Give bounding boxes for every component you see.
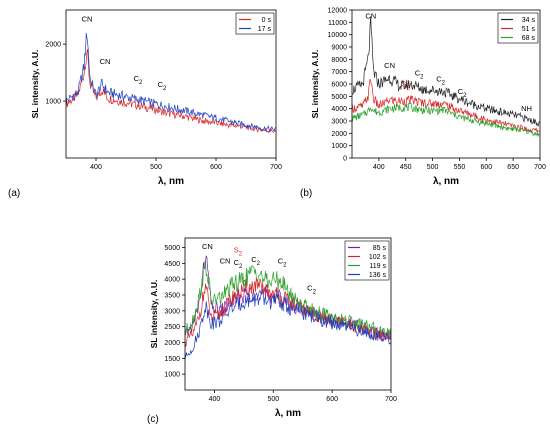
y-tick-label: 9000 [331,45,347,52]
x-tick-label: 600 [326,396,338,403]
series-line-136s [185,291,391,361]
x-tick-label: 700 [534,164,546,171]
peak-annotation: CN [100,57,111,66]
peak-annotation: CN [220,256,231,265]
peak-annotation: C2 [134,74,143,86]
y-tick-label: 4000 [331,106,347,113]
y-axis-label: SL intensity, A.U. [310,50,320,119]
y-axis-label: SL intensity, A.U. [30,50,40,119]
peak-annotation: S2 [402,79,411,91]
x-axis-label: λ, nm [275,408,301,419]
series-line-51s [352,78,540,133]
peak-annotation: CN [202,242,213,251]
y-tick-label: 4500 [164,261,180,268]
series-line-102s [185,277,391,347]
y-tick-label: 5000 [331,94,347,101]
y-tick-label: 3000 [331,119,347,126]
panel-label: (b) [300,188,312,199]
legend-entry: 119 s [369,263,386,270]
legend-entry: 0 s [262,17,272,24]
y-tick-label: 4000 [164,277,180,284]
legend-entry: 34 s [522,17,536,24]
panel-label: (a) [8,188,20,199]
series-line-34s [352,16,540,127]
y-tick-label: 2500 [164,324,180,331]
y-tick-label: 2000 [164,340,180,347]
y-tick-label: 8000 [331,57,347,64]
plot-frame [65,9,277,159]
y-tick-label: 12000 [328,8,348,15]
peak-annotation: CN [365,12,376,21]
peak-annotation: C2 [158,80,167,92]
y-tick-label: 3000 [164,308,180,315]
legend-entry: 17 s [258,26,272,33]
chart-panel-2: 400 450 500 550 600 650 7000100020003000400050… [300,8,546,200]
y-tick-label: 2000 [45,42,61,49]
x-tick-label: 550 [454,164,466,171]
plot-frame [184,237,392,391]
x-tick-label: 700 [270,164,282,171]
legend-entry: 85 s [373,245,387,252]
y-tick-label: 5000 [164,245,180,252]
panel-label: (c) [147,414,159,425]
series-line-17s [66,32,276,133]
x-tick-label: 600 [210,164,222,171]
x-tick-label: 400 [209,396,221,403]
y-tick-label: 6000 [331,82,347,89]
y-tick-label: 1500 [164,356,180,363]
x-tick-label: 500 [150,164,162,171]
x-tick-label: 400 [373,164,385,171]
peak-annotation: C2 [458,87,467,99]
y-tick-label: 0 [343,156,347,163]
legend-entry: 51 s [522,26,536,33]
x-tick-label: 500 [267,396,279,403]
y-tick-label: 1000 [45,99,61,106]
peak-annotation: C2 [278,256,287,268]
peak-annotation: C2 [415,68,424,80]
series-line-0s [66,49,276,134]
x-axis-label: λ, nm [433,176,459,187]
peak-annotation: C2 [436,75,445,87]
peak-annotation: CN [82,14,93,23]
peak-annotation: S2 [234,245,243,257]
peak-annotation: NH [521,104,532,113]
x-tick-label: 400 [90,164,102,171]
x-tick-label: 450 [400,164,412,171]
y-tick-label: 1000 [331,143,347,150]
legend-entry: 136 s [369,272,387,279]
chart-panel-3: 400 500 600 700 1000 1500 2000 2500 3000 3500 4000… [147,237,397,425]
x-tick-label: 700 [385,396,397,403]
peak-annotation: CN [384,61,395,70]
y-tick-label: 11000 [328,20,347,27]
y-tick-label: 10000 [328,32,348,39]
series-line-119s [185,260,391,338]
peak-annotation: C2 [307,283,316,295]
y-tick-label: 2000 [331,131,347,138]
legend-entry: 68 s [522,35,536,42]
chart-panel-1: 400 500 600 700 1000 2000 λ, nm SL intensity, A… [8,9,282,199]
peak-annotation: C2 [234,258,243,270]
y-tick-label: 3500 [164,293,180,300]
y-axis-label: SL intensity, A.U. [149,280,159,349]
legend-entry: 102 s [369,254,387,261]
x-tick-label: 650 [507,164,519,171]
y-tick-label: 1000 [164,372,180,379]
x-tick-label: 500 [427,164,439,171]
y-tick-label: 7000 [331,69,347,76]
x-tick-label: 600 [480,164,492,171]
peak-annotation: C2 [251,255,260,267]
x-axis-label: λ, nm [158,176,184,187]
series-line-68s [352,102,540,138]
